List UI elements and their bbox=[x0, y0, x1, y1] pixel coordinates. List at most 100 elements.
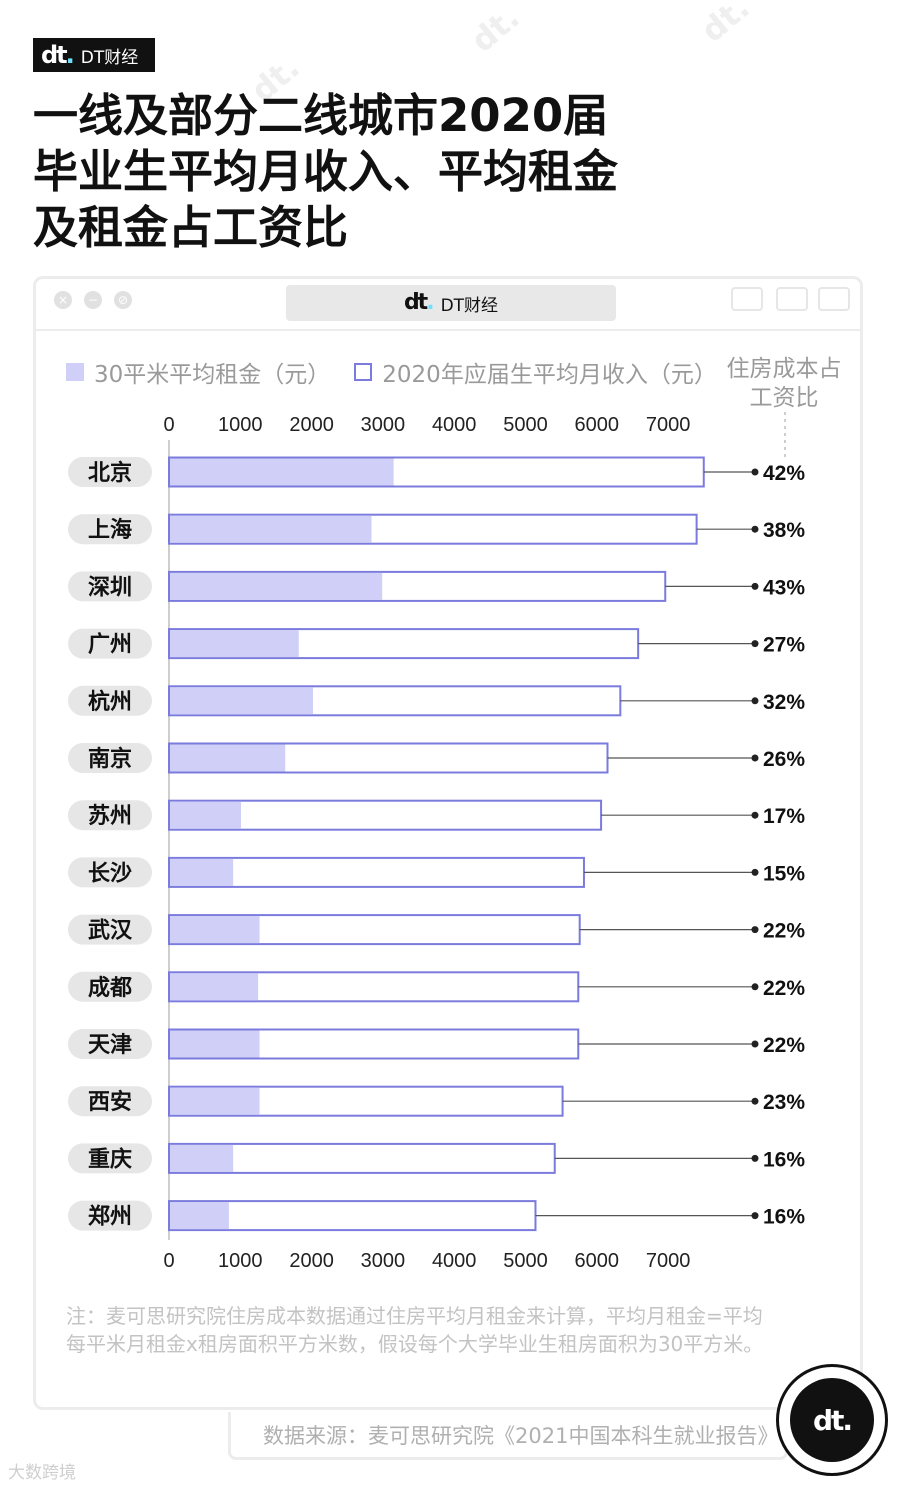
ratio-label: 27% bbox=[763, 634, 805, 657]
x-tick-label: 2000 bbox=[289, 414, 334, 436]
title-line: 毕业生平均月收入、平均租金 bbox=[33, 145, 619, 198]
ratio-label: 26% bbox=[763, 748, 805, 771]
city-label: 天津 bbox=[88, 1032, 132, 1058]
city-label: 武汉 bbox=[88, 919, 133, 944]
ratio-label: 16% bbox=[763, 1206, 805, 1229]
city-label: 苏州 bbox=[88, 803, 132, 829]
city-label-bg bbox=[68, 514, 152, 545]
rent-legend-label: 30平米平均租金（元） bbox=[94, 362, 331, 388]
rent-bar bbox=[170, 1202, 229, 1230]
brand-logo: dt. DT财经 bbox=[33, 38, 155, 72]
rent-legend-swatch bbox=[66, 363, 84, 381]
block-icon[interactable]: ⊘ bbox=[114, 291, 132, 309]
rent-bar bbox=[170, 1030, 260, 1058]
rent-bar bbox=[170, 973, 259, 1001]
rent-bar bbox=[170, 687, 314, 715]
city-label-bg bbox=[68, 1086, 152, 1117]
ratio-dot bbox=[751, 1097, 759, 1105]
ratio-dot bbox=[751, 754, 759, 762]
ratio-label: 38% bbox=[763, 519, 805, 542]
x-tick-label: 3000 bbox=[361, 1250, 406, 1272]
record-icon[interactable] bbox=[731, 287, 763, 311]
x-tick-label: 5000 bbox=[503, 1250, 548, 1272]
dt-logo-icon: dt. bbox=[790, 1378, 874, 1462]
city-label-bg bbox=[68, 1029, 152, 1059]
city-label: 西安 bbox=[88, 1089, 132, 1115]
window-bar: × − ⊘ dt. DT财经 bbox=[36, 279, 860, 329]
x-tick-label: 2000 bbox=[289, 1250, 334, 1272]
ratio-dot bbox=[751, 1154, 759, 1162]
ratio-dot bbox=[751, 926, 759, 934]
income-bar bbox=[168, 1200, 537, 1232]
close-icon[interactable]: × bbox=[54, 291, 72, 309]
x-tick-label: 7000 bbox=[646, 414, 691, 436]
income-bar bbox=[168, 1142, 556, 1174]
x-tick-label: 1000 bbox=[218, 414, 263, 436]
city-label: 南京 bbox=[88, 746, 132, 772]
ratio-dot bbox=[751, 868, 759, 876]
legend: 30平米平均租金（元） 2020年应届生平均月收入（元） bbox=[66, 355, 717, 389]
x-tick-label: 4000 bbox=[432, 1250, 477, 1272]
city-label: 郑州 bbox=[88, 1205, 132, 1230]
ratio-column-title: 住房成本占工资比 bbox=[726, 356, 842, 411]
city-label-bg bbox=[68, 743, 152, 773]
address-bar[interactable]: dt. DT财经 bbox=[286, 285, 616, 321]
title-line: 一线及部分二线城市2020届 bbox=[33, 89, 609, 142]
rent-bar bbox=[170, 1087, 260, 1115]
ratio-dot bbox=[751, 1212, 759, 1220]
minimize-icon[interactable]: − bbox=[84, 291, 102, 309]
city-label: 成都 bbox=[88, 976, 132, 1001]
ratio-label: 17% bbox=[763, 805, 805, 828]
city-label: 广州 bbox=[88, 632, 132, 658]
city-label-bg bbox=[68, 571, 152, 602]
city-label-bg bbox=[68, 800, 152, 831]
ratio-label: 22% bbox=[763, 920, 805, 943]
x-tick-label: 5000 bbox=[503, 414, 548, 436]
ratio-dot bbox=[751, 582, 759, 590]
x-tick-label: 1000 bbox=[218, 1250, 263, 1272]
ratio-label: 23% bbox=[763, 1091, 805, 1114]
income-legend-label: 2020年应届生平均月收入（元） bbox=[382, 362, 717, 388]
badge-logo: dt. bbox=[776, 1364, 888, 1476]
rent-bar bbox=[170, 744, 286, 772]
city-label: 长沙 bbox=[88, 861, 132, 886]
city-label-bg bbox=[68, 628, 152, 659]
rent-bar bbox=[170, 572, 383, 600]
ratio-dot bbox=[751, 525, 759, 533]
rent-bar bbox=[170, 630, 299, 658]
corner-watermark: 大数跨境 bbox=[8, 1463, 76, 1483]
copy-icon[interactable] bbox=[818, 287, 850, 311]
rent-bar bbox=[170, 801, 242, 829]
city-label: 重庆 bbox=[88, 1146, 132, 1172]
income-legend-swatch bbox=[354, 363, 373, 381]
source-text: 数据来源：麦可思研究院《2021中国本科生就业报告》 bbox=[263, 1423, 779, 1448]
rent-bar bbox=[170, 515, 372, 543]
city-label-bg bbox=[68, 914, 152, 945]
city-label-bg bbox=[68, 1200, 152, 1231]
city-label-bg bbox=[68, 857, 152, 888]
ratio-dot bbox=[751, 1040, 759, 1048]
x-tick-label: 3000 bbox=[361, 414, 406, 436]
divider bbox=[36, 329, 860, 331]
share-icon[interactable] bbox=[776, 287, 808, 311]
ratio-dot bbox=[751, 468, 759, 476]
address-text: DT财经 bbox=[440, 295, 499, 316]
rent-bar bbox=[170, 858, 234, 886]
ratio-label: 42% bbox=[763, 462, 805, 485]
city-label: 上海 bbox=[88, 517, 132, 543]
rent-bar bbox=[170, 1144, 234, 1172]
rent-bar bbox=[170, 458, 394, 486]
ratio-label: 22% bbox=[763, 1034, 805, 1057]
ratio-label: 32% bbox=[763, 691, 805, 714]
ratio-dot bbox=[751, 811, 759, 819]
ratio-label: 22% bbox=[763, 977, 805, 1000]
city-label: 深圳 bbox=[88, 575, 132, 600]
x-tick-label: 4000 bbox=[432, 414, 477, 436]
bar-chart: 0 0 1000 1000 2000 2000 3000 3000 4000 4000 5000 50… bbox=[68, 412, 805, 1272]
title-line: 及租金占工资比 bbox=[33, 201, 349, 254]
city-label: 北京 bbox=[88, 460, 132, 486]
x-tick-label: 0 bbox=[163, 414, 174, 436]
dt-logo-icon: dt. bbox=[41, 41, 75, 69]
source-tab: 数据来源：麦可思研究院《2021中国本科生就业报告》 bbox=[228, 1412, 788, 1460]
ratio-label: 16% bbox=[763, 1148, 805, 1171]
